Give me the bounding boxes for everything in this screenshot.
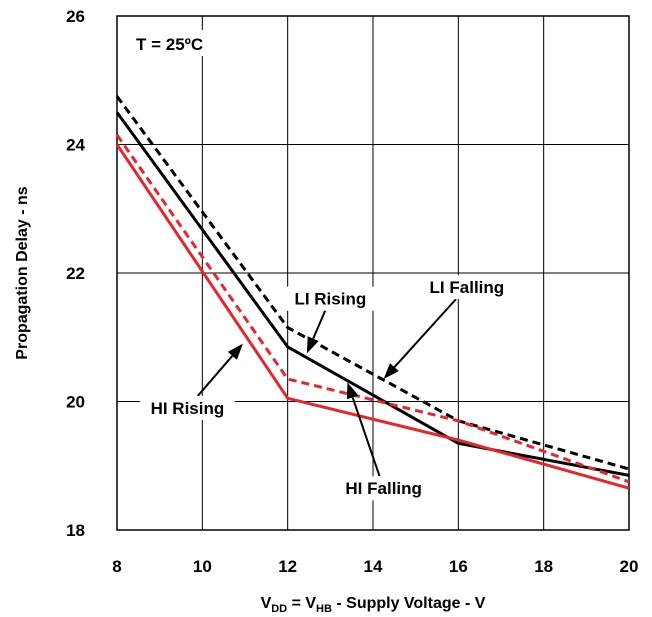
arrow-head-icon bbox=[306, 336, 319, 354]
y-tick-label: 26 bbox=[66, 7, 85, 26]
condition-label: T = 25ºC bbox=[136, 35, 203, 54]
x-tick-label: 14 bbox=[364, 557, 383, 576]
annotation-hi-rising: HI Rising bbox=[140, 343, 243, 420]
x-axis-label-prefix: V bbox=[261, 595, 272, 612]
series-line-li-falling bbox=[115, 95, 630, 471]
y-tick-label: 24 bbox=[66, 136, 85, 155]
y-tick-label: 18 bbox=[66, 521, 85, 540]
x-tick-label: 16 bbox=[449, 557, 468, 576]
series-group bbox=[115, 95, 630, 490]
condition-label-box: T = 25ºC bbox=[132, 30, 228, 56]
y-tick-label: 22 bbox=[66, 264, 85, 283]
annotation-hi-falling: HI Falling bbox=[331, 382, 436, 501]
series-line-li-rising bbox=[115, 111, 630, 477]
annotation-label: HI Rising bbox=[151, 399, 225, 418]
annotation-label: LI Falling bbox=[430, 278, 505, 297]
series-line-hi-falling bbox=[115, 134, 630, 484]
y-axis-label: Propagation Delay - ns bbox=[14, 186, 31, 359]
x-axis-label-sub1: DD bbox=[271, 603, 287, 615]
x-axis-label: VDD = VHB - Supply Voltage - V bbox=[261, 595, 486, 615]
x-axis-label-mid: = V bbox=[287, 595, 316, 612]
x-axis-label-suffix: - Supply Voltage - V bbox=[332, 595, 486, 612]
annotation-li-rising: LI Rising bbox=[283, 286, 378, 354]
plot-frame bbox=[116, 15, 630, 531]
arrow-line bbox=[197, 355, 234, 397]
annotation-li-falling: LI Falling bbox=[383, 275, 519, 380]
x-tick-label: 10 bbox=[193, 557, 212, 576]
series-line-hi-rising bbox=[115, 143, 630, 490]
x-tick-labels: 8 10 12 14 16 18 20 bbox=[112, 557, 638, 576]
annotation-group: LI Falling LI Rising HI Rising HI Falling bbox=[140, 275, 519, 501]
arrow-line bbox=[351, 397, 381, 477]
annotation-bg bbox=[331, 476, 436, 501]
x-tick-label: 12 bbox=[278, 557, 297, 576]
annotation-label: LI Rising bbox=[294, 290, 366, 309]
arrow-head-icon bbox=[227, 343, 243, 360]
arrow-head-icon bbox=[346, 382, 359, 400]
arrow-line bbox=[393, 298, 457, 368]
y-tick-label: 20 bbox=[66, 393, 85, 412]
y-tick-labels: 18 20 22 24 26 bbox=[66, 7, 85, 540]
x-tick-label: 20 bbox=[620, 557, 639, 576]
annotation-bg bbox=[140, 395, 235, 420]
x-tick-label: 18 bbox=[534, 557, 553, 576]
arrow-line bbox=[312, 310, 327, 340]
arrow-head-icon bbox=[383, 363, 399, 380]
x-tick-label: 8 bbox=[112, 557, 121, 576]
annotation-bg bbox=[283, 286, 378, 311]
annotation-label: HI Falling bbox=[345, 479, 422, 498]
annotation-bg bbox=[414, 275, 519, 300]
x-axis-label-sub2: HB bbox=[316, 603, 332, 615]
